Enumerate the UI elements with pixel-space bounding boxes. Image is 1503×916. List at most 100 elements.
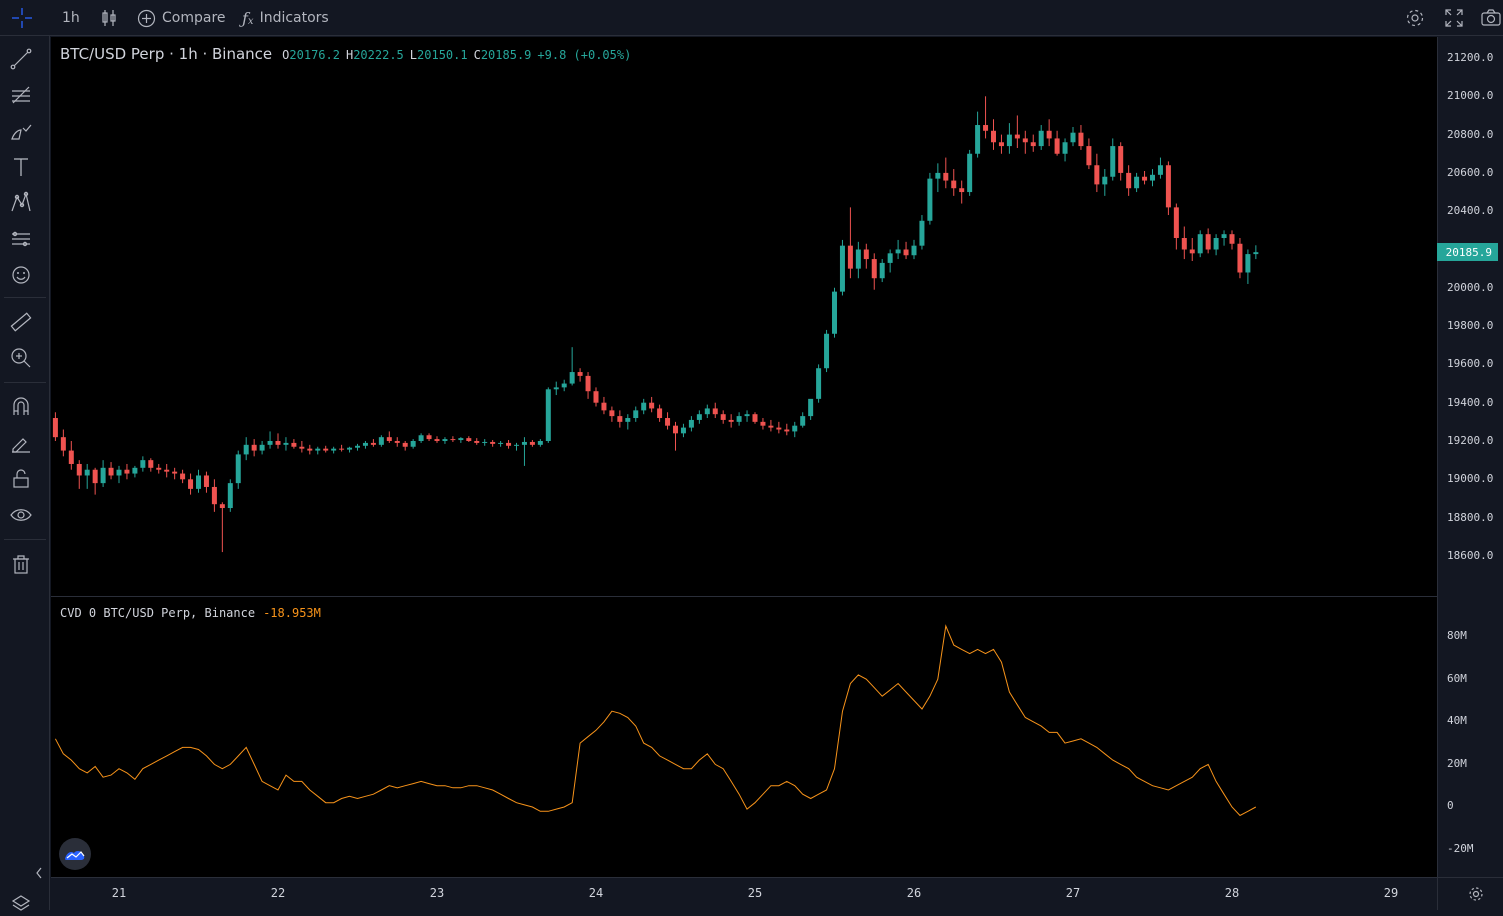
settings-button[interactable] bbox=[1404, 0, 1426, 36]
candle bbox=[998, 134, 1004, 154]
pattern-icon[interactable] bbox=[8, 190, 34, 216]
candle bbox=[76, 460, 82, 489]
candle bbox=[847, 207, 853, 279]
fullscreen-button[interactable] bbox=[1443, 0, 1465, 36]
candle bbox=[148, 458, 154, 472]
candle bbox=[426, 433, 432, 441]
settings-gear-icon bbox=[1469, 887, 1483, 901]
fx-icon: ƒx bbox=[242, 8, 254, 28]
candle bbox=[1102, 169, 1108, 196]
chart-type-button[interactable] bbox=[100, 0, 118, 36]
symbol-title[interactable]: BTC/USD Perp · 1h · Binance bbox=[60, 45, 273, 63]
price-axis[interactable]: 21200.021000.020800.020600.020400.020200… bbox=[1437, 37, 1503, 877]
emoji-icon[interactable] bbox=[8, 262, 34, 288]
compare-button[interactable]: Compare bbox=[137, 0, 226, 36]
candles-icon bbox=[102, 10, 116, 26]
candle bbox=[1181, 226, 1187, 260]
trendline-icon[interactable] bbox=[8, 46, 34, 72]
candle bbox=[633, 406, 639, 422]
candle bbox=[919, 215, 925, 250]
stay-drawing-icon[interactable] bbox=[8, 430, 34, 456]
trash-icon[interactable] bbox=[8, 551, 34, 577]
magnet-icon[interactable] bbox=[8, 394, 34, 420]
candle bbox=[418, 433, 424, 443]
candle bbox=[975, 111, 981, 158]
candle bbox=[863, 243, 869, 269]
fib-icon[interactable] bbox=[8, 82, 34, 108]
candle bbox=[498, 441, 504, 447]
drawing-toolbar bbox=[0, 36, 50, 911]
tradingview-logo[interactable] bbox=[59, 838, 91, 870]
candle bbox=[180, 469, 186, 484]
close-value: 20185.9 bbox=[480, 48, 532, 62]
price-axis-label: 19800.0 bbox=[1447, 319, 1494, 333]
hide-icon[interactable] bbox=[8, 502, 34, 528]
price-axis-label: 19200.0 bbox=[1447, 434, 1494, 447]
candle bbox=[442, 437, 448, 444]
lock-icon[interactable] bbox=[8, 466, 34, 492]
candle bbox=[259, 441, 265, 455]
time-axis[interactable]: 21 22 23 24 25 26 27 28 29 bbox=[51, 877, 1437, 910]
pane-separator[interactable] bbox=[51, 596, 1503, 597]
candle bbox=[474, 438, 480, 445]
candle bbox=[720, 410, 726, 424]
candle bbox=[1070, 126, 1076, 147]
time-axis-label: 23 bbox=[429, 886, 445, 900]
brush-icon[interactable] bbox=[8, 118, 34, 144]
candle bbox=[991, 119, 996, 150]
current-price-tag: 20185.9 bbox=[1437, 243, 1498, 262]
candle bbox=[537, 439, 543, 447]
candle bbox=[1150, 169, 1155, 187]
candle bbox=[339, 444, 345, 452]
object-tree-icon[interactable] bbox=[8, 890, 34, 916]
candle bbox=[792, 421, 798, 438]
candle bbox=[1165, 161, 1171, 216]
cvd-title[interactable]: CVD 0 BTC/USD Perp, Binance bbox=[60, 606, 256, 620]
cvd-axis-label: -20M bbox=[1447, 842, 1474, 855]
cvd-pane[interactable] bbox=[51, 597, 1437, 877]
candle bbox=[959, 180, 965, 204]
interval-button[interactable]: 1h bbox=[62, 0, 80, 36]
text-icon[interactable] bbox=[8, 154, 34, 180]
indicators-button[interactable]: ƒx Indicators bbox=[242, 0, 329, 36]
open-value: 20176.2 bbox=[289, 48, 340, 62]
candle bbox=[1205, 228, 1211, 254]
high-label: H bbox=[345, 48, 354, 62]
candle bbox=[641, 398, 647, 415]
candle bbox=[649, 396, 655, 413]
zoom-in-icon[interactable] bbox=[8, 345, 34, 371]
cvd-axis-label: 80M bbox=[1447, 629, 1467, 642]
candle bbox=[1253, 245, 1259, 260]
candle bbox=[203, 471, 209, 493]
candle bbox=[355, 443, 360, 451]
candle bbox=[450, 436, 456, 442]
open-label: O bbox=[282, 48, 290, 62]
crosshair-icon[interactable] bbox=[6, 0, 38, 36]
candle bbox=[1086, 138, 1092, 170]
candle bbox=[688, 416, 694, 432]
candle bbox=[1245, 249, 1251, 284]
candle bbox=[553, 381, 559, 396]
candle bbox=[434, 436, 440, 443]
prediction-icon[interactable] bbox=[8, 226, 34, 252]
candle bbox=[100, 460, 106, 487]
candle bbox=[1118, 142, 1124, 181]
snapshot-button[interactable] bbox=[1480, 0, 1502, 36]
candle bbox=[1197, 230, 1203, 258]
ruler-icon[interactable] bbox=[8, 309, 34, 335]
axis-settings[interactable] bbox=[1437, 877, 1503, 910]
candle bbox=[529, 440, 535, 447]
candle bbox=[545, 387, 551, 443]
chart-area[interactable]: BTC/USD Perp · 1h · Binance O 20176.2 H … bbox=[51, 37, 1437, 877]
candle bbox=[108, 462, 114, 480]
candle bbox=[521, 437, 527, 466]
candle bbox=[196, 469, 201, 493]
candle bbox=[712, 402, 718, 419]
price-pane[interactable] bbox=[51, 37, 1437, 596]
cvd-value: -18.953M bbox=[263, 606, 321, 620]
candle bbox=[617, 410, 623, 428]
collapse-toolbar-icon[interactable] bbox=[32, 860, 46, 886]
candle bbox=[362, 441, 368, 449]
candle bbox=[124, 463, 130, 480]
candle bbox=[665, 412, 671, 430]
